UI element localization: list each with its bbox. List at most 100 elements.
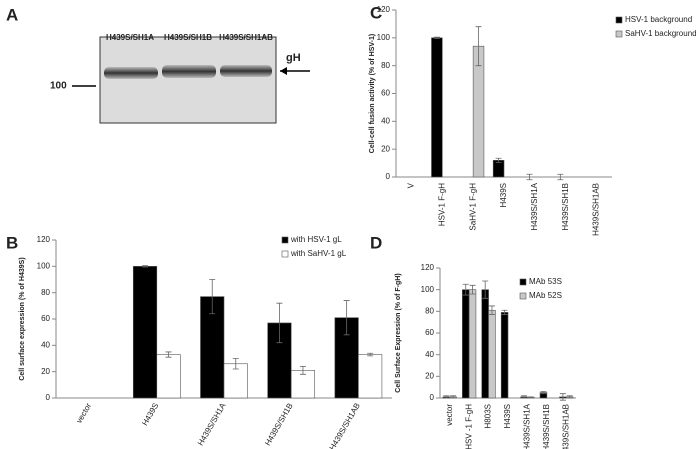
x-tick-label: H439S/SH1A — [196, 401, 228, 447]
legend-label: with SaHV-1 gL — [290, 249, 347, 258]
blot-band — [162, 65, 216, 78]
error-bar — [299, 366, 306, 375]
y-tick-label: 20 — [41, 367, 50, 376]
error-bar — [488, 305, 495, 315]
lane-label: H439S/SH1A — [106, 33, 154, 42]
x-tick-label: H439S/SH1A — [530, 182, 539, 230]
y-tick-label: 0 — [386, 172, 391, 181]
panel-label: D — [370, 233, 382, 252]
x-tick-label: H439S — [499, 183, 508, 207]
legend-swatch — [281, 250, 289, 258]
legend-swatch — [281, 236, 289, 244]
y-axis-label: Cell surface expression (% of H439S) — [19, 257, 26, 380]
y-tick-label: 80 — [425, 306, 434, 315]
band-label: gH — [286, 52, 301, 64]
error-bar — [559, 393, 566, 401]
y-tick-label: 0 — [46, 393, 51, 402]
y-tick-label: 40 — [425, 350, 434, 359]
y-tick-label: 120 — [421, 263, 435, 272]
bar — [488, 309, 496, 399]
error-bar — [469, 284, 476, 295]
panel-label: B — [6, 233, 18, 252]
legend-label: HSV-1 background — [625, 15, 692, 24]
error-bar — [232, 358, 239, 370]
error-bar — [495, 157, 502, 163]
x-tick-label: vector — [445, 404, 454, 426]
panel-label: C — [370, 3, 382, 22]
x-tick-label: H439S — [503, 404, 512, 428]
x-tick-label: vector — [74, 401, 93, 425]
y-tick-label: 40 — [381, 116, 390, 125]
bar — [492, 160, 505, 178]
x-tick-label: HSV-1 F-gH — [437, 183, 446, 226]
arrow-head — [280, 67, 287, 75]
y-tick-label: 120 — [377, 5, 391, 14]
bar — [481, 289, 489, 399]
legend-swatch — [519, 292, 527, 300]
x-tick-label: SaHV-1 F-gH — [468, 183, 477, 231]
error-bar — [540, 391, 547, 395]
error-bar — [433, 36, 440, 39]
blot-panel: A H439S/SH1A H439S/SH1B H439S/SH1AB gH 1… — [6, 5, 310, 124]
error-bar — [462, 283, 469, 296]
bar — [431, 37, 443, 178]
bar — [468, 289, 477, 399]
x-tick-label: H439S/SH1AB — [592, 183, 601, 236]
error-bar — [276, 302, 283, 344]
legend-label: MAb 53S — [529, 277, 562, 286]
x-tick-label: H439S — [140, 402, 160, 428]
legend-swatch — [519, 278, 527, 286]
lane-label: H439S/SH1B — [164, 33, 212, 42]
error-bar — [367, 352, 374, 357]
error-bar — [142, 265, 149, 268]
legend-swatch — [615, 16, 623, 24]
y-tick-label: 40 — [41, 340, 50, 349]
error-bar — [165, 351, 172, 358]
x-tick-label: H439S/SH1AB — [561, 404, 570, 449]
legend-label: with HSV-1 gL — [290, 235, 342, 244]
error-bar — [501, 309, 508, 315]
y-axis-label: Cell Surface Expression (% of F-gH) — [395, 273, 402, 392]
x-tick-label: H803S — [484, 404, 493, 428]
panel-label: A — [6, 5, 18, 24]
y-tick-label: 80 — [381, 61, 390, 70]
marker-label: 100 — [50, 81, 67, 92]
x-tick-label: H439S/SH1B — [542, 404, 551, 449]
error-bar — [443, 395, 450, 399]
lane-label: H439S/SH1AB — [219, 33, 273, 42]
x-tick-label: V — [407, 182, 416, 188]
bar — [500, 312, 509, 399]
x-tick-label: H439S/SH1A — [523, 403, 532, 449]
y-tick-label: 80 — [41, 288, 50, 297]
bar — [156, 354, 181, 399]
x-tick-label: H439S/SH1B — [561, 183, 570, 231]
y-tick-label: 100 — [421, 285, 435, 294]
error-bar — [475, 26, 482, 67]
y-tick-label: 20 — [425, 371, 434, 380]
error-bar — [566, 395, 573, 399]
y-axis-label: Cell-cell fusion activity (% of HSV-1) — [369, 34, 376, 153]
bar — [462, 289, 470, 399]
blot-image — [99, 36, 277, 124]
bar — [358, 354, 383, 399]
y-tick-label: 120 — [37, 235, 51, 244]
error-bar — [526, 173, 533, 181]
legend-label: SaHV-1 background — [625, 29, 696, 38]
error-bar — [209, 279, 216, 315]
y-tick-label: 100 — [377, 33, 391, 42]
x-tick-label: H439S/SH1B — [263, 402, 295, 448]
legend-label: MAb 52S — [529, 291, 562, 300]
y-tick-label: 20 — [381, 144, 390, 153]
error-bar — [527, 396, 534, 399]
blot-band — [104, 67, 158, 79]
blot-band — [220, 65, 272, 77]
legend-swatch — [615, 30, 623, 38]
error-bar — [343, 300, 350, 336]
error-bar — [482, 280, 489, 299]
error-bar — [521, 395, 528, 399]
bar — [132, 266, 158, 399]
error-bar — [450, 395, 457, 399]
y-tick-label: 60 — [41, 314, 50, 323]
y-tick-label: 60 — [425, 328, 434, 337]
